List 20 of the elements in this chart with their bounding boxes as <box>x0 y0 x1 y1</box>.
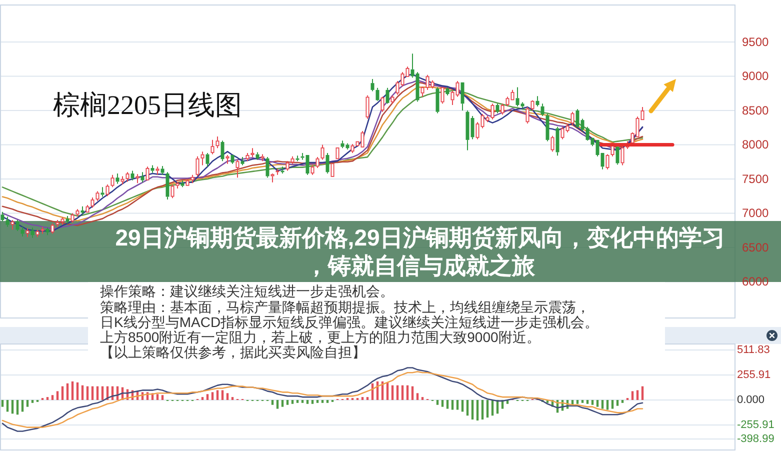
annotation: 日K线分型与MACD指标显示短线反弹偏强。建议继续关注短线进一步走强机会。 <box>100 314 599 330</box>
annotation: 29日沪铜期货最新价格,29日沪铜期货新风向，变化中的学习，铸就自信与成就之旅 <box>115 224 725 278</box>
y-tick-label: 7500 <box>742 172 770 186</box>
y-tick-label: 8000 <box>742 138 770 152</box>
annotation: 操作策略：建议继续关注短线进一步走强机会。 <box>100 283 394 299</box>
annotation: 策略理由：基本面，马棕产量降幅超预期提振。技术上，均线组缠绕呈示震荡， <box>100 299 590 315</box>
annotation: 【以上策略仅供参考，据此买卖风险自担】 <box>100 344 366 360</box>
y-tick-label: 8500 <box>742 103 770 118</box>
y-tick-label: 9500 <box>742 34 770 49</box>
y-tick-label: -398.99 <box>737 432 774 445</box>
text: 棕榈2205日线图 <box>53 90 242 120</box>
y-tick-label: 6000 <box>742 274 770 289</box>
y-tick-label: 9000 <box>742 69 770 84</box>
y-tick-label: -255.91 <box>737 418 774 431</box>
annotation: 上方8500附近有一定阻力，若上破，更上方的阻力范围大致9000附近。 <box>100 329 540 345</box>
y-tick-label: 255.91 <box>737 368 771 381</box>
y-tick-label: 6500 <box>742 240 770 254</box>
y-tick-label: 511.83 <box>737 344 770 356</box>
y-tick-label: 7000 <box>742 206 770 220</box>
y-tick-label: 0.000 <box>737 394 765 406</box>
